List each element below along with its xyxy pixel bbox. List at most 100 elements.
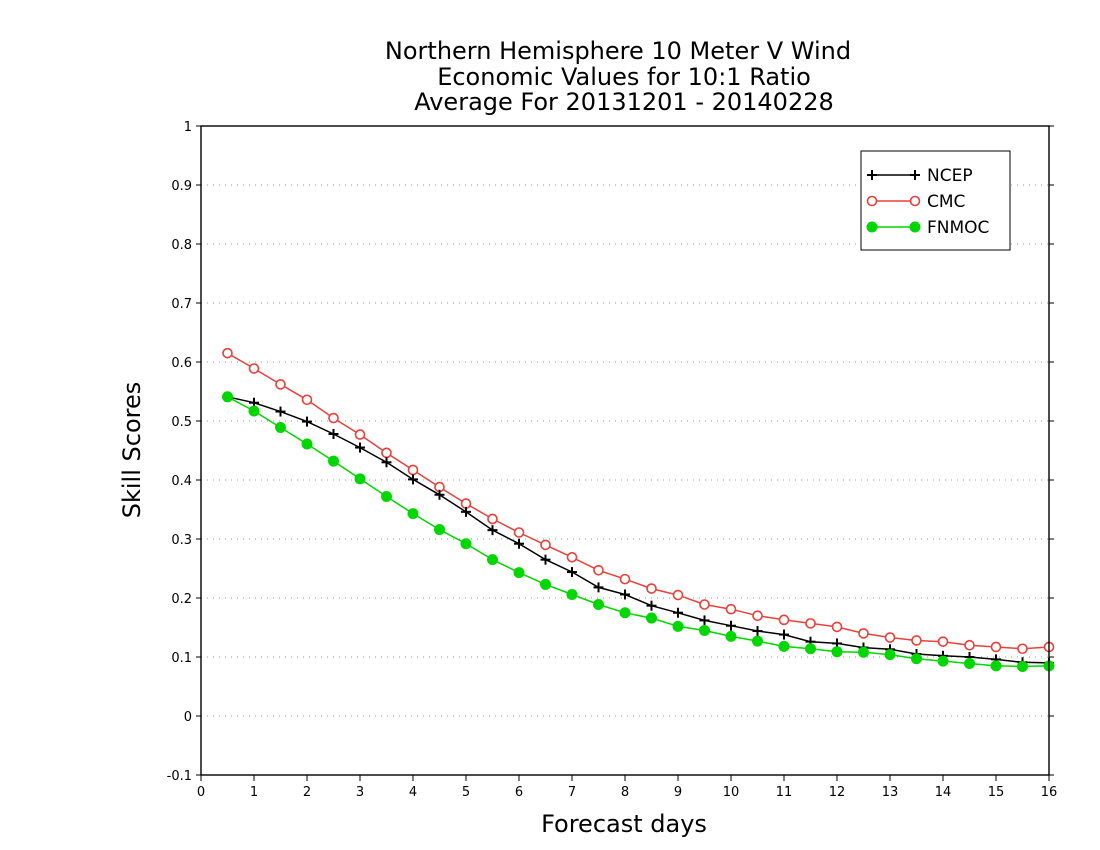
x-tick-label: 11 (776, 785, 793, 800)
y-tick-label: 0.9 (171, 179, 192, 194)
x-tick-label: 16 (1041, 785, 1058, 800)
series-fnmoc-point (460, 538, 472, 550)
series-ncep-point (461, 506, 471, 517)
x-tick-label: 12 (829, 785, 846, 800)
y-tick-label: 0.5 (171, 415, 192, 430)
series-ncep-point (434, 489, 445, 500)
series-cmc-point (805, 618, 816, 629)
series-fnmoc-point (699, 624, 710, 636)
x-tick-label: 9 (674, 785, 682, 800)
series-fnmoc-point (328, 455, 339, 467)
series-ncep-point (275, 406, 286, 417)
series-fnmoc-point (1017, 660, 1028, 672)
series-cmc-point (354, 429, 366, 440)
series-ncep-point (593, 582, 604, 593)
series-ncep (222, 391, 1054, 668)
series-cmc-point (460, 498, 472, 509)
series-cmc-point (831, 621, 843, 633)
series-cmc (222, 347, 1055, 655)
series-ncep-point (779, 629, 789, 640)
series-ncep-point (699, 615, 710, 626)
series-ncep-point (726, 620, 736, 631)
series-fnmoc-point (381, 491, 392, 503)
x-tick-label: 15 (988, 785, 1005, 800)
series-cmc-point (540, 539, 551, 551)
x-tick-label: 0 (197, 785, 205, 800)
series-ncep-point (567, 567, 577, 578)
series-ncep-point (487, 525, 498, 536)
series-fnmoc-point (831, 646, 843, 658)
series-cmc-point (1017, 643, 1028, 655)
series-cmc-point (248, 363, 260, 374)
series-ncep-point (646, 600, 657, 611)
y-tick-label: 0 (184, 710, 192, 725)
legend-label-ncep: NCEP (927, 166, 973, 186)
legend-marker-ncep (867, 170, 877, 180)
series-cmc-point (513, 527, 525, 538)
series-ncep-line (227, 396, 1050, 664)
title-line-2: Economic Values for 10:1 Ratio (437, 63, 811, 91)
x-tick-label: 8 (621, 785, 629, 800)
series-ncep-point (328, 428, 339, 439)
series-fnmoc-point (566, 588, 578, 600)
x-axis-label: Forecast days (541, 810, 707, 838)
series-fnmoc-point (407, 508, 419, 520)
series-cmc-point (937, 636, 949, 647)
x-tick-label: 1 (250, 785, 258, 800)
legend-marker-fnmoc (866, 221, 878, 233)
legend-marker-fnmoc (909, 221, 921, 233)
series-ncep-point (381, 457, 392, 468)
x-tick-label: 7 (568, 785, 576, 800)
series-cmc-point (646, 583, 657, 594)
legend: NCEP CMC FNMOC (860, 150, 1011, 251)
series-fnmoc-point (222, 391, 233, 403)
series-ncep-point (540, 554, 551, 565)
series-fnmoc-point (778, 640, 790, 652)
series-cmc-point (487, 513, 498, 525)
y-tick-label: 0.1 (171, 651, 192, 666)
series-fnmoc-point (752, 635, 763, 647)
series-fnmoc-point (540, 578, 551, 590)
y-tick-label: 0.4 (171, 474, 192, 489)
series-cmc-point (222, 347, 233, 359)
x-tick-label: 10 (723, 785, 740, 800)
series-fnmoc (222, 391, 1055, 672)
series-fnmoc-point (964, 657, 975, 669)
x-tick-label: 14 (935, 785, 952, 800)
series-cmc-point (725, 603, 737, 615)
x-tick-label: 2 (303, 785, 311, 800)
legend-marker-cmc (909, 195, 921, 207)
y-axis-label: Skill Scores (118, 382, 146, 519)
legend-label-cmc: CMC (927, 192, 965, 212)
series-cmc-point (275, 379, 286, 390)
series-fnmoc-point (884, 649, 896, 661)
series-ncep-point (620, 589, 630, 600)
series-fnmoc-point (487, 554, 498, 566)
x-tick-label: 6 (515, 785, 523, 800)
series-cmc-point (619, 573, 631, 585)
series-cmc-point (884, 632, 896, 643)
series-fnmoc-point (593, 598, 604, 610)
title-line-1: Northern Hemisphere 10 Meter V Wind (385, 37, 851, 65)
series-fnmoc-point (911, 653, 922, 665)
series-fnmoc-point (434, 524, 445, 536)
y-tick-label: 0.3 (171, 533, 192, 548)
y-tick-label: 0.6 (171, 356, 192, 371)
series-fnmoc-point (301, 438, 313, 450)
title-line-3: Average For 20131201 - 20140228 (414, 88, 834, 116)
series-ncep-point (673, 607, 683, 618)
y-tick-label: -0.1 (167, 769, 192, 784)
series-fnmoc-point (275, 421, 286, 433)
x-tick-label: 13 (882, 785, 899, 800)
y-tick-label: 0.8 (171, 238, 192, 253)
legend-marker-cmc (866, 195, 878, 207)
series-fnmoc-line (227, 396, 1050, 668)
series-ncep-point (355, 442, 365, 453)
x-tick-label: 4 (409, 785, 417, 800)
series-fnmoc-point (646, 612, 657, 624)
series-ncep-point (408, 474, 418, 485)
series-ncep-point (302, 416, 312, 427)
x-tick-label: 5 (462, 785, 470, 800)
legend-item-fnmoc: FNMOC (866, 218, 989, 238)
series-cmc-point (328, 412, 339, 424)
